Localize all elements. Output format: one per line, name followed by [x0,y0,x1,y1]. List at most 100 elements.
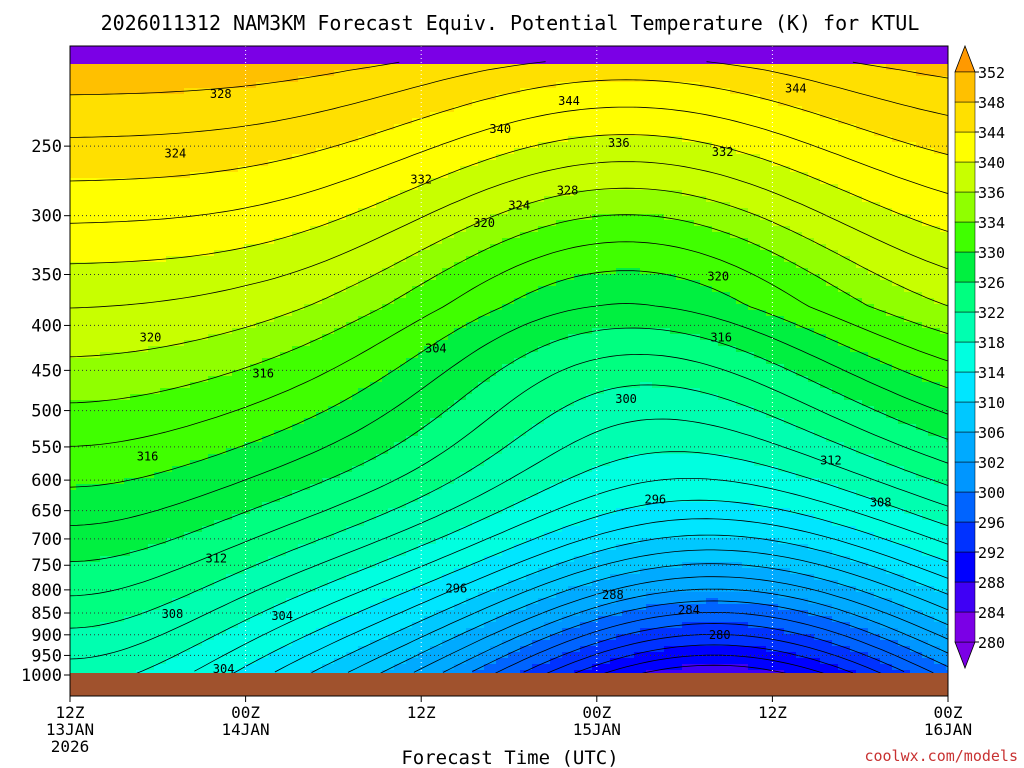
contour-label: 308 [870,495,892,509]
colorbar-swatch [954,71,976,103]
grid-lines [70,46,948,696]
y-tick-label: 250 [31,137,62,157]
x-tick-label: 00Z [934,703,963,722]
contour-label: 324 [165,147,187,161]
contour-label: 320 [140,331,162,345]
contour-label: 320 [473,216,495,230]
colorbar-swatch [954,461,976,493]
contour-label: 280 [709,628,731,642]
contour-label: 304 [213,662,235,676]
x-tick-label: 2026 [51,737,90,756]
contour-label: 324 [508,198,530,212]
plot-area: 328 344 344 340 336 332 324 332 328 324 320 320 316 3… [70,46,948,696]
colorbar-swatch [954,341,976,373]
y-tick-label: 650 [31,502,62,522]
contour-label: 344 [785,82,807,96]
colorbar: 280 284 288 292 296 300 302 306 310 314 318 322 326 3… [954,44,1005,670]
colorbar-label: 280 [978,634,1005,652]
colorbar-label: 296 [978,514,1005,532]
colorbar-label: 306 [978,424,1005,442]
x-axis-label: Forecast Time (UTC) [401,747,618,768]
contour-label: 300 [615,392,637,406]
colorbar-swatch [954,431,976,463]
contour-label: 316 [252,367,274,381]
colorbar-label: 330 [978,244,1005,262]
colorbar-swatch [954,161,976,193]
contour-label: 316 [137,450,159,464]
colorbar-label: 322 [978,304,1005,322]
y-tick-label: 900 [31,626,62,646]
colorbar-swatch [954,221,976,253]
contour-label: 340 [489,122,511,136]
y-tick-label: 950 [31,646,62,666]
y-tick-label: 550 [31,438,62,458]
contour-label: 332 [712,145,734,159]
colorbar-swatch [954,311,976,343]
colorbar-label: 288 [978,574,1005,592]
contour-label: 296 [644,492,666,506]
y-tick-label: 700 [31,530,62,550]
contour-label: 336 [608,136,630,150]
plot-frame [69,45,949,697]
contour-label: 328 [557,184,579,198]
colorbar-swatch [954,281,976,313]
contour-label: 308 [162,607,184,621]
x-tick-label: 00Z [231,703,260,722]
colorbar-label: 292 [978,544,1005,562]
colorbar-swatch [954,581,976,613]
colorbar-label: 344 [978,124,1005,142]
colorbar-label: 300 [978,484,1005,502]
colorbar-swatch [954,251,976,283]
colorbar-label: 334 [978,214,1005,232]
contour-label: 312 [820,454,842,468]
colorbar-label: 302 [978,454,1005,472]
y-tick-label: 500 [31,402,62,422]
contour-lines [70,61,948,676]
y-tick-label: 800 [31,581,62,601]
colorbar-label: 352 [978,64,1005,82]
x-tick-label: 14JAN [222,720,270,739]
chart-title: 2026011312 NAM3KM Forecast Equiv. Potent… [101,11,920,35]
colorbar-swatch [954,551,976,583]
x-tick-label: 12Z [56,703,85,722]
x-tick-label: 13JAN [46,720,94,739]
contour-label: 284 [678,603,700,617]
contour-label: 312 [205,552,227,566]
y-tick-label: 400 [31,316,62,336]
y-tick-label: 300 [31,207,62,227]
contour-labels: 328 344 344 340 336 332 324 332 328 324 320 320 316 3… [137,82,892,677]
y-tick-label: 750 [31,556,62,576]
credit-text: coolwx.com/models [864,747,1018,765]
colorbar-label: 326 [978,274,1005,292]
colorbar-swatch [954,611,976,643]
y-tick-label: 1000 [21,666,62,686]
colorbar-label: 348 [978,94,1005,112]
theta-e-color-bands [70,46,948,696]
x-tick-label: 12Z [758,703,787,722]
contour-label: 332 [410,173,432,187]
colorbar-swatch [954,401,976,433]
colorbar-swatch [954,371,976,403]
contour-label: 304 [271,609,293,623]
colorbar-label: 336 [978,184,1005,202]
colorbar-label: 318 [978,334,1005,352]
colorbar-swatch [954,191,976,223]
colorbar-swatch [954,521,976,553]
colorbar-max-arrow [954,44,976,73]
colorbar-label: 310 [978,394,1005,412]
contour-label: 288 [602,588,624,602]
contour-label: 304 [425,342,447,356]
colorbar-swatch [954,131,976,163]
colorbar-swatch [954,101,976,133]
y-tick-label: 350 [31,265,62,285]
pressure-axis: 2503003504004505005506006507007508008509… [21,137,70,686]
contour-label: 316 [710,331,732,345]
colorbar-swatch [954,491,976,523]
y-tick-label: 850 [31,604,62,624]
contour-label: 328 [210,87,232,101]
colorbar-label: 314 [978,364,1005,382]
contour-label: 344 [558,94,580,108]
colorbar-min-arrow [954,641,976,670]
